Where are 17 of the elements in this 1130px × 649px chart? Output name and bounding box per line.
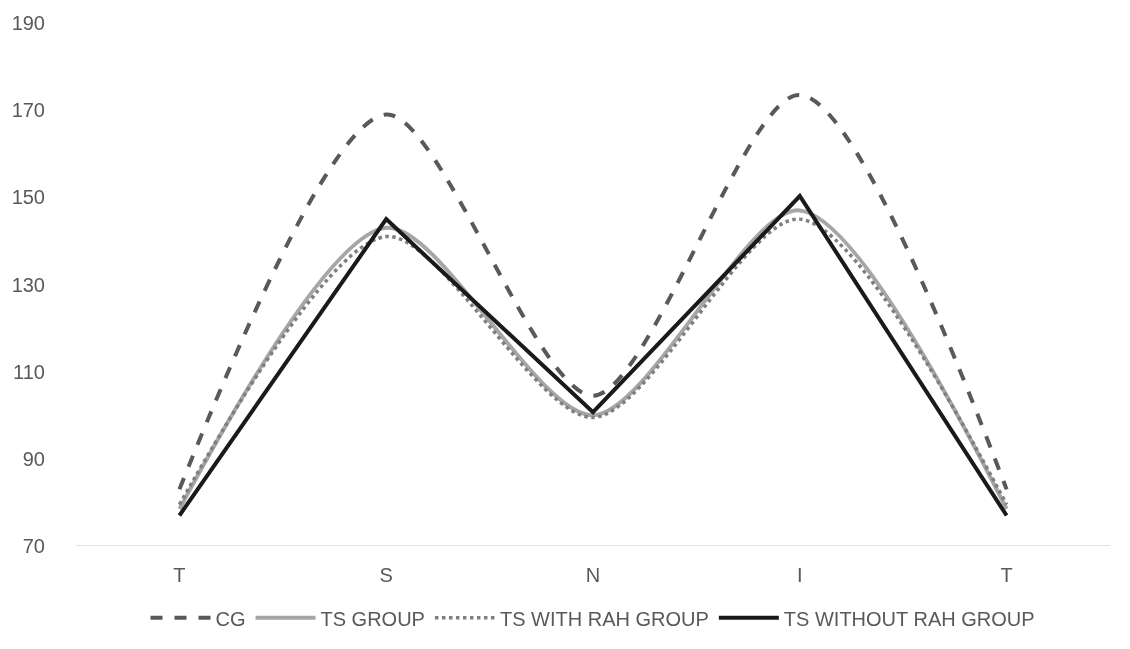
x-tick-label: N bbox=[585, 564, 601, 586]
y-tick-label: 190 bbox=[11, 12, 45, 34]
y-tick-label: 170 bbox=[11, 99, 45, 122]
line-series bbox=[177, 92, 1009, 492]
x-tick-label: T bbox=[1000, 564, 1013, 586]
y-tick-label: 110 bbox=[13, 360, 45, 383]
legend-label: TS WITH RAH GROUP bbox=[499, 607, 709, 630]
y-tick-label: 90 bbox=[22, 447, 45, 470]
x-tick-label: S bbox=[379, 564, 393, 586]
x-tick-label: I bbox=[797, 564, 803, 586]
legend-label: TS WITHOUT RAH GROUP bbox=[783, 607, 1035, 630]
x-tick-label: T bbox=[173, 564, 186, 586]
y-tick-label: 150 bbox=[11, 186, 45, 209]
legend-label: CG bbox=[215, 607, 246, 630]
y-tick-label: 70 bbox=[22, 535, 45, 557]
legend-label: TS GROUP bbox=[320, 607, 425, 630]
y-tick-label: 130 bbox=[11, 273, 45, 296]
